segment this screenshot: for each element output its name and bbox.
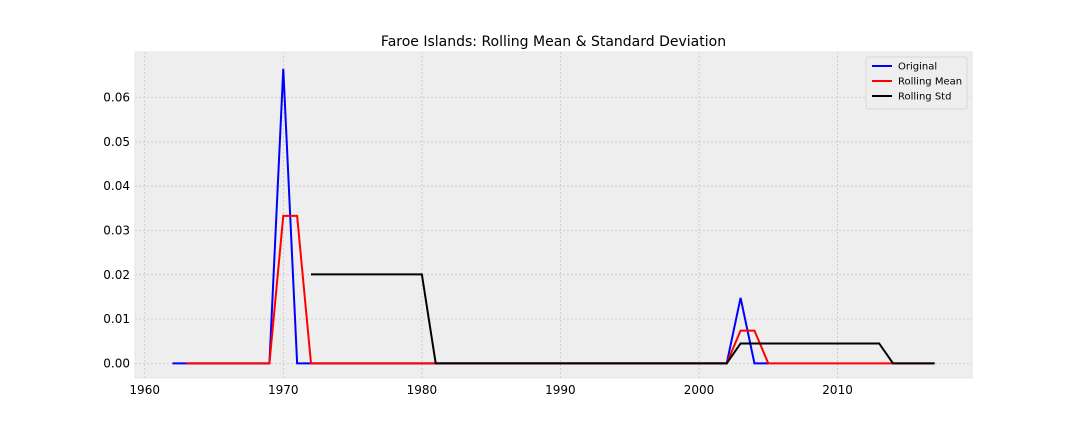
y-tick-label: 0.01 <box>103 312 130 326</box>
axes: 1960 1970 1980 1990 2000 2010 0.00 0.01 0.02 0.03… <box>103 51 973 397</box>
y-tick-label: 0.03 <box>103 224 130 238</box>
x-tick-label: 1980 <box>407 383 438 397</box>
axes-frame <box>134 51 973 379</box>
y-tick-label: 0.05 <box>103 135 130 149</box>
y-tick-label: 0.06 <box>103 91 130 105</box>
legend-label-original: Original <box>898 62 937 73</box>
legend-label-rolling-mean: Rolling Mean <box>898 77 962 88</box>
chart-title: Faroe Islands: Rolling Mean & Standard D… <box>381 34 726 50</box>
x-tick-label: 1960 <box>129 383 160 397</box>
series-lines <box>172 68 935 365</box>
y-tick-label: 0.00 <box>103 356 130 370</box>
x-tick-label: 2000 <box>684 383 715 397</box>
y-tick-label: 0.04 <box>103 179 130 193</box>
legend: Original Rolling Mean Rolling Std <box>865 56 968 110</box>
x-tick-label: 2010 <box>822 383 853 397</box>
y-tick-label: 0.02 <box>103 268 130 282</box>
plot-area <box>135 52 972 378</box>
x-tick-label: 1970 <box>268 383 299 397</box>
series-line-rolling-std <box>310 273 935 365</box>
x-tick-label: 1990 <box>545 383 576 397</box>
legend-label-rolling-std: Rolling Std <box>898 92 951 103</box>
